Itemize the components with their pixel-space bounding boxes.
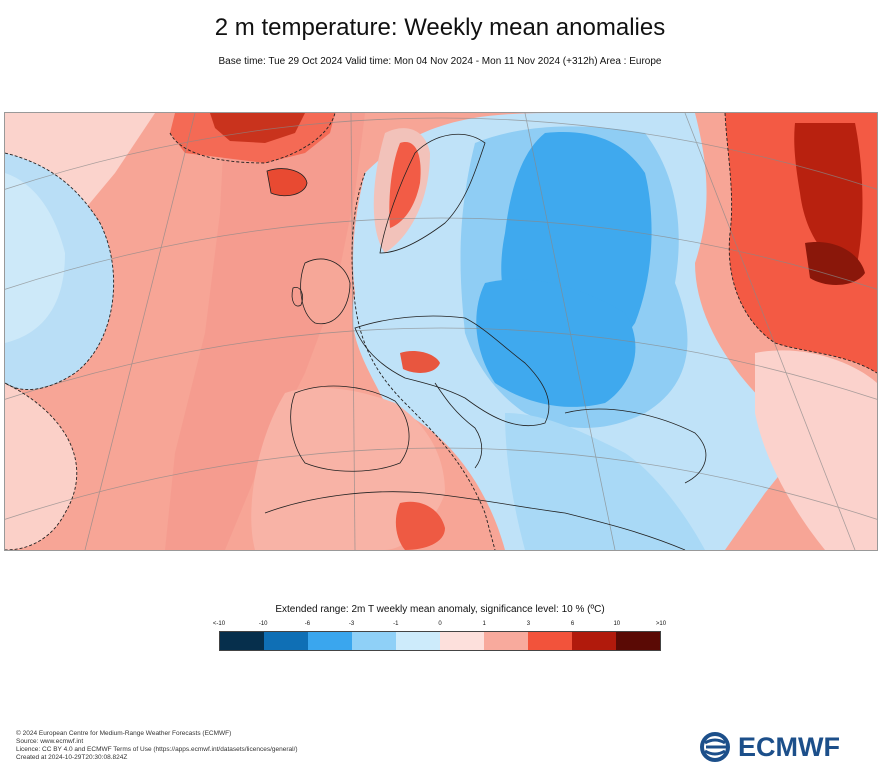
- legend-ticks: <-10 -10 -6 -3 -1 0 1 3 6 10 >10: [213, 621, 666, 631]
- ecmwf-logo-text: ECMWF: [738, 731, 840, 762]
- legend-title: Extended range: 2m T weekly mean anomaly…: [275, 604, 605, 615]
- legend-swatch-3: [352, 632, 396, 650]
- licence-text: Licence: CC BY 4.0 and ECMWF Terms of Us…: [16, 746, 298, 753]
- legend-tick: -1: [393, 621, 399, 627]
- legend-tick: >10: [655, 621, 667, 627]
- ecmwf-logo-icon: [700, 732, 730, 762]
- alps-warm-spot: [400, 351, 440, 373]
- legend-tick: <-10: [212, 621, 226, 627]
- iceland-warm: [267, 168, 307, 196]
- created-text: Created at 2024-10-29T20:30:08.824Z: [16, 754, 128, 761]
- legend-tick: -10: [258, 621, 268, 627]
- legend-tick: 1: [482, 621, 486, 627]
- russia-very-hot-spot: [805, 242, 865, 285]
- source-text: Source: www.ecmwf.int: [16, 738, 84, 745]
- legend-swatch-5: [440, 632, 484, 650]
- legend-swatch-9: [616, 632, 660, 650]
- legend-swatch-0: [220, 632, 264, 650]
- legend-tick: -3: [348, 621, 355, 627]
- coastlines: [264, 133, 707, 550]
- southwest-pale-field: [5, 383, 77, 550]
- legend-tick: 6: [570, 621, 575, 627]
- uk-warm: [300, 259, 350, 324]
- legend-swatch-7: [528, 632, 572, 650]
- legend-swatch-8: [572, 632, 616, 650]
- graticule: [5, 113, 877, 550]
- legend-swatch-6: [484, 632, 528, 650]
- legend-swatch-4: [396, 632, 440, 650]
- balkans-cold-core: [476, 279, 636, 407]
- map-svg: [5, 113, 877, 550]
- russia-hot-core: [794, 123, 863, 273]
- legend-tick: 0: [438, 621, 442, 627]
- legend-colorbar: [219, 631, 661, 651]
- labrador-cool-core: [5, 173, 65, 343]
- legend-tick: -6: [304, 621, 311, 627]
- copyright-text: © 2024 European Centre for Medium-Range …: [16, 730, 232, 737]
- significance-contours: [5, 113, 877, 550]
- anomaly-map: [4, 112, 878, 551]
- iberia-warm: [251, 387, 445, 550]
- mid-atlantic-band: [165, 113, 365, 550]
- chart-title: 2 m temperature: Weekly mean anomalies: [214, 14, 666, 41]
- ecmwf-logo: ECMWF: [700, 732, 840, 762]
- legend-tick: 10: [613, 621, 621, 627]
- algeria-warm-spot: [395, 501, 445, 550]
- greenland-hot-core: [210, 113, 305, 143]
- legend-swatch-1: [264, 632, 308, 650]
- footer-credits: © 2024 European Centre for Medium-Range …: [16, 730, 298, 762]
- legend-swatch-2: [308, 632, 352, 650]
- eastern-med-cool: [505, 413, 705, 550]
- legend-tick: 3: [526, 621, 531, 627]
- chart-subtitle: Base time: Tue 29 Oct 2024 Valid time: M…: [218, 56, 662, 67]
- norway-warm-core: [389, 142, 421, 228]
